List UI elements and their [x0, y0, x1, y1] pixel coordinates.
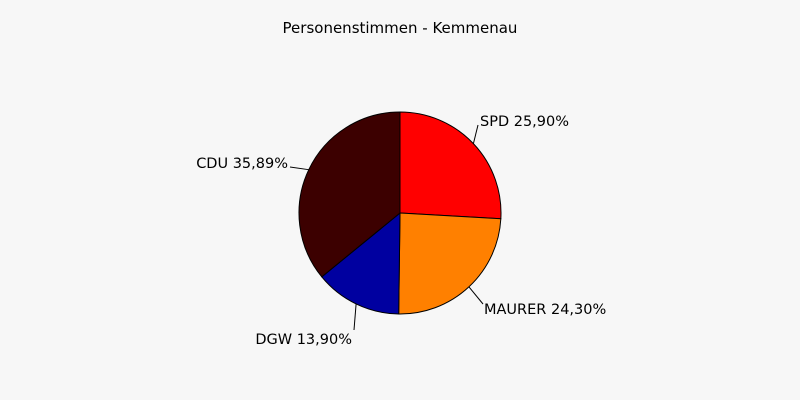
leader-line-spd [472, 124, 479, 144]
slice-label-dgw: DGW 13,90% [255, 332, 352, 348]
slice-label-spd: SPD 25,90% [480, 114, 569, 130]
pie-slice-dgw [321, 211, 401, 315]
slice-labels-layer: SPD 25,90% MAURER 24,30% DGW 13,90% CDU 35,… [196, 114, 606, 348]
slice-label-maurer: MAURER 24,30% [484, 302, 606, 318]
leader-lines-layer [289, 124, 484, 331]
leader-line-cdu [289, 166, 309, 171]
chart-title: Personenstimmen - Kemmenau [283, 19, 518, 37]
leader-line-dgw [353, 303, 357, 331]
slice-label-cdu: CDU 35,89% [196, 156, 288, 172]
pie-slice-maurer [398, 212, 502, 315]
slices-layer [298, 111, 502, 315]
leader-line-maurer [468, 286, 484, 305]
